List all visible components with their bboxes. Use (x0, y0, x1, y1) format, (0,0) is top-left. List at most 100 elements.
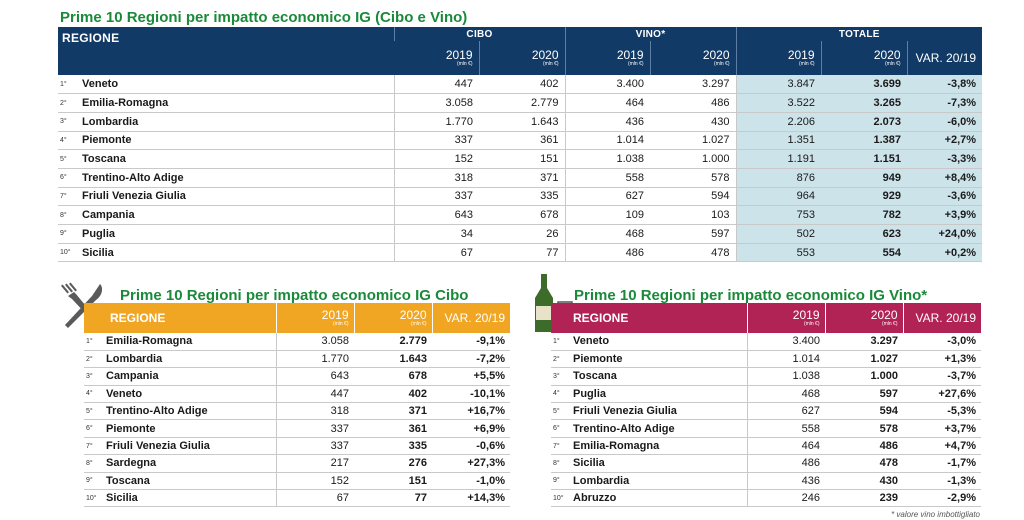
value-2020: 597 (825, 385, 903, 404)
cibo-ranking-table: REGIONE 2019 (mln €) 2020 (mln €) VAR. 20/… (84, 303, 510, 508)
var-value: +1,3% (903, 350, 981, 369)
value-2019: 3.400 (746, 333, 825, 351)
cibo-2020-header: 2020 (mln €) (353, 303, 432, 333)
cibo-2019: 643 (393, 205, 480, 225)
region-name: Emilia-Romagna (106, 333, 276, 351)
rank: 1° (84, 333, 106, 351)
region-name: Sardegna (106, 454, 276, 473)
vino-2019: 436 (564, 112, 651, 132)
value-2019: 67 (275, 489, 354, 508)
vino-2020: 1.000 (650, 149, 737, 169)
rank: 9° (551, 472, 573, 491)
rank: 5° (58, 149, 82, 169)
value-2020: 239 (825, 489, 903, 508)
value-2020: 276 (354, 454, 432, 473)
rank: 2° (551, 350, 573, 369)
vino-2020: 597 (650, 224, 737, 244)
value-2020: 361 (354, 419, 432, 438)
rank: 8° (58, 205, 82, 225)
var-value: +5,5% (432, 367, 510, 386)
region-name: Lombardia (573, 472, 747, 491)
region-name: Abruzzo (573, 489, 747, 508)
region-name: Campania (82, 205, 395, 225)
var-header: VAR. 20/19 (902, 303, 981, 333)
value-2019: 558 (746, 419, 825, 438)
table-row: 10° Abruzzo 246 239 -2,9% (551, 489, 981, 508)
vino-group-header: VINO* (564, 27, 737, 41)
rank: 3° (84, 367, 106, 386)
region-name: Veneto (82, 75, 395, 95)
rank: 4° (84, 385, 106, 404)
table-row: 3° Lombardia 1.770 1.643 436 430 2.206 2.073 -6,… (58, 112, 983, 132)
table-row: 9° Puglia 34 26 468 597 502 623 +24,0% (58, 224, 983, 244)
table-row: 3° Toscana 1.038 1.000 -3,7% (551, 367, 981, 386)
var-value: +3,7% (903, 419, 981, 438)
var-value: -7,2% (432, 350, 510, 369)
value-2019: 1.038 (746, 367, 825, 386)
var-value: -10,1% (432, 385, 510, 404)
vino-2020: 3.297 (650, 75, 737, 95)
rank: 7° (84, 437, 106, 456)
vino-2019-header: 2019 (mln €) (564, 41, 651, 75)
table-row: 10° Sicilia 67 77 +14,3% (84, 489, 510, 508)
totale-2020: 782 (821, 205, 908, 225)
cibo-group-header: CIBO (393, 27, 566, 41)
rank: 6° (58, 168, 82, 188)
value-2020: 678 (354, 367, 432, 386)
table-row: 7° Friuli Venezia Giulia 337 335 627 594 964 92… (58, 187, 983, 207)
cibo-2020: 371 (479, 168, 566, 188)
totale-2019: 1.191 (735, 149, 822, 169)
var-value: -3,8% (907, 75, 983, 95)
region-name: Piemonte (82, 131, 395, 151)
table-row: 6° Trentino-Alto Adige 558 578 +3,7% (551, 419, 981, 438)
footnote: * valore vino imbottigliato (891, 510, 980, 519)
table-row: 10° Sicilia 67 77 486 478 553 554 +0,2% (58, 243, 983, 263)
value-2019: 337 (275, 419, 354, 438)
vino-2019: 109 (564, 205, 651, 225)
table-row: 7° Emilia-Romagna 464 486 +4,7% (551, 437, 981, 456)
value-2020: 1.643 (354, 350, 432, 369)
value-2019: 436 (746, 472, 825, 491)
value-2020: 77 (354, 489, 432, 508)
var-value: -5,3% (903, 402, 981, 421)
cibo-2020: 26 (479, 224, 566, 244)
region-name: Emilia-Romagna (82, 93, 395, 113)
vino-2019-header: 2019 (mln €) (746, 303, 825, 333)
combined-ranking-table: REGIONE CIBO VINO* TOTALE 2019 (mln €) 20… (58, 27, 983, 263)
var-value: +2,7% (907, 131, 983, 151)
vino-ranking-table: REGIONE 2019 (mln €) 2020 (mln €) VAR. 20/… (551, 303, 981, 508)
rank: 6° (84, 419, 106, 438)
var-value: -2,9% (903, 489, 981, 508)
var-value: +3,9% (907, 205, 983, 225)
rank: 8° (84, 454, 106, 473)
region-name: Friuli Venezia Giulia (106, 437, 276, 456)
rank: 10° (84, 489, 106, 508)
cibo-2020: 1.643 (479, 112, 566, 132)
region-name: Piemonte (106, 419, 276, 438)
var-value: -3,0% (903, 333, 981, 351)
region-name: Trentino-Alto Adige (82, 168, 395, 188)
rank: 4° (551, 385, 573, 404)
cibo-2019: 337 (393, 187, 480, 207)
cibo-2019: 337 (393, 131, 480, 151)
value-2019: 1.014 (746, 350, 825, 369)
value-2020: 2.779 (354, 333, 432, 351)
value-2019: 1.770 (275, 350, 354, 369)
var-value: -7,3% (907, 93, 983, 113)
table-row: 5° Trentino-Alto Adige 318 371 +16,7% (84, 402, 510, 421)
region-name: Lombardia (106, 350, 276, 369)
vino-2019: 1.014 (564, 131, 651, 151)
vino-2020-header: 2020 (mln €) (824, 303, 903, 333)
rank: 1° (58, 75, 82, 95)
region-name: Sicilia (106, 489, 276, 508)
table-row: 1° Veneto 447 402 3.400 3.297 3.847 3.699 -3,8% (58, 75, 983, 95)
table-row: 8° Sardegna 217 276 +27,3% (84, 454, 510, 473)
value-2019: 447 (275, 385, 354, 404)
region-name: Puglia (573, 385, 747, 404)
vino-2019: 558 (564, 168, 651, 188)
cibo-2020: 335 (479, 187, 566, 207)
value-2019: 643 (275, 367, 354, 386)
main-table-title: Prime 10 Regioni per impatto economico I… (60, 9, 468, 26)
rank: 3° (58, 112, 82, 132)
region-name: Piemonte (573, 350, 747, 369)
